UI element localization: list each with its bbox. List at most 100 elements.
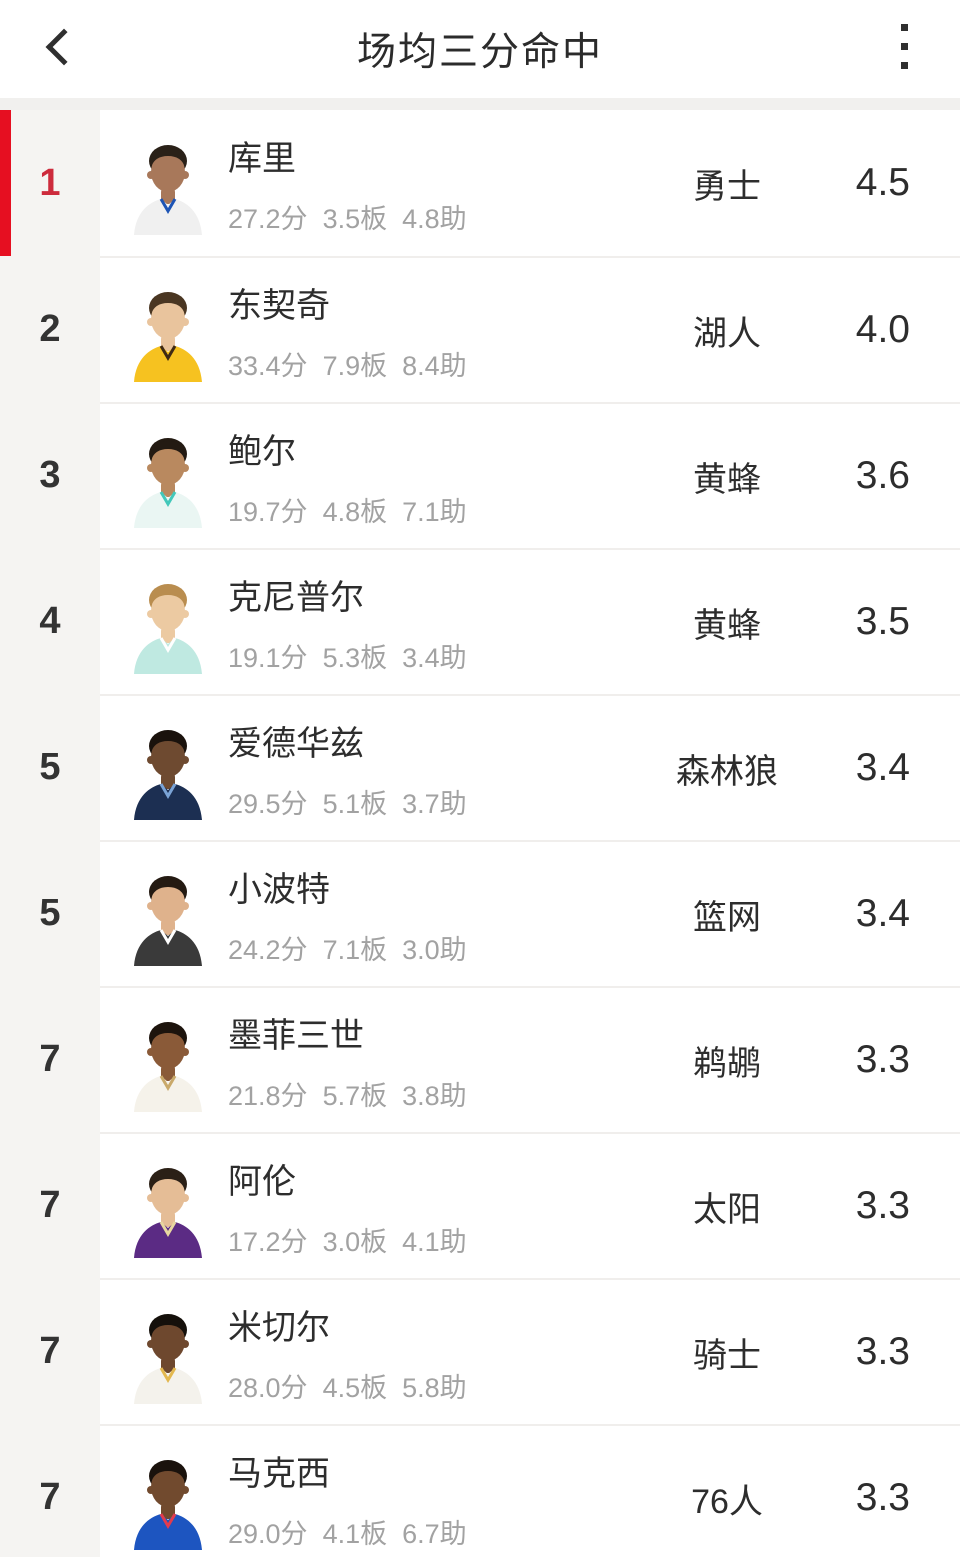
stat-value: 3.6 — [855, 454, 910, 497]
row-content: 米切尔 28.0分 4.5板 5.8助 骑士 3.3 — [100, 1278, 960, 1424]
player-avatar — [128, 1300, 208, 1404]
player-avatar — [128, 570, 208, 674]
player-name: 爱德华兹 — [228, 724, 364, 763]
player-avatar — [128, 716, 208, 820]
rebounds-stat: 7.1板 — [322, 934, 388, 965]
team-name: 森林狼 — [676, 752, 778, 791]
header: 场均三分命中 — [0, 0, 960, 98]
team-name: 骑士 — [693, 1336, 761, 1375]
rebounds-stat: 3.0板 — [322, 1226, 388, 1257]
player-avatar — [128, 131, 208, 235]
player-avatar — [128, 1008, 208, 1112]
player-info: 马克西 29.0分 4.1板 6.7助 — [228, 1446, 467, 1551]
kebab-menu-button[interactable] — [876, 10, 932, 82]
team-name: 鹈鹕 — [693, 1044, 761, 1083]
rank-badge: 3 — [0, 402, 100, 548]
team-name: 篮网 — [693, 898, 761, 937]
assists-stat: 6.7助 — [402, 1518, 467, 1549]
table-row[interactable]: 7 米切尔 28.0分 4.5板 5.8助 骑士 3.3 — [0, 1278, 960, 1424]
player-stats: 24.2分 7.1板 3.0助 — [228, 928, 467, 967]
table-row[interactable]: 4 克尼普尔 19.1分 5.3板 3.4助 黄蜂 3.5 — [0, 548, 960, 694]
player-name: 克尼普尔 — [228, 578, 364, 617]
assists-stat: 5.8助 — [402, 1372, 467, 1403]
row-content: 克尼普尔 19.1分 5.3板 3.4助 黄蜂 3.5 — [100, 548, 960, 694]
stat-value: 3.4 — [855, 892, 910, 935]
team-name: 太阳 — [693, 1190, 761, 1229]
points-stat: 33.4分 — [228, 350, 308, 381]
player-info: 小波特 24.2分 7.1板 3.0助 — [228, 862, 467, 967]
page-title: 场均三分命中 — [356, 31, 603, 74]
player-info: 库里 27.2分 3.5板 4.8助 — [228, 131, 467, 236]
team-name: 湖人 — [693, 314, 761, 353]
player-avatar — [128, 1446, 208, 1550]
stat-value: 3.3 — [855, 1184, 910, 1227]
table-row[interactable]: 5 爱德华兹 29.5分 5.1板 3.7助 森林狼 3.4 — [0, 694, 960, 840]
table-row[interactable]: 7 墨菲三世 21.8分 5.7板 3.8助 鹈鹕 3.3 — [0, 986, 960, 1132]
table-row[interactable]: 3 鲍尔 19.7分 4.8板 7.1助 黄蜂 3.6 — [0, 402, 960, 548]
player-name: 小波特 — [228, 870, 330, 909]
table-row[interactable]: 5 小波特 24.2分 7.1板 3.0助 篮网 3.4 — [0, 840, 960, 986]
points-stat: 21.8分 — [228, 1080, 308, 1111]
rank-badge: 1 — [0, 110, 100, 256]
table-row[interactable]: 7 阿伦 17.2分 3.0板 4.1助 太阳 3.3 — [0, 1132, 960, 1278]
row-content: 小波特 24.2分 7.1板 3.0助 篮网 3.4 — [100, 840, 960, 986]
player-name: 米切尔 — [228, 1308, 330, 1347]
kebab-menu-icon — [900, 23, 908, 31]
points-stat: 17.2分 — [228, 1226, 308, 1257]
rebounds-stat: 4.5板 — [322, 1372, 388, 1403]
rank-badge: 7 — [0, 1132, 100, 1278]
team-name: 76人 — [691, 1482, 763, 1521]
rank-badge: 7 — [0, 986, 100, 1132]
stat-value: 3.3 — [855, 1330, 910, 1373]
rank-accent-bar — [0, 110, 11, 256]
stat-value: 3.3 — [855, 1038, 910, 1081]
table-row[interactable]: 2 东契奇 33.4分 7.9板 8.4助 湖人 4.0 — [0, 256, 960, 402]
points-stat: 19.1分 — [228, 642, 308, 673]
points-stat: 29.0分 — [228, 1518, 308, 1549]
row-content: 阿伦 17.2分 3.0板 4.1助 太阳 3.3 — [100, 1132, 960, 1278]
player-stats: 19.7分 4.8板 7.1助 — [228, 490, 467, 529]
assists-stat: 3.0助 — [402, 934, 467, 965]
stat-value: 3.3 — [855, 1476, 910, 1519]
assists-stat: 4.1助 — [402, 1226, 467, 1257]
rank-badge: 5 — [0, 694, 100, 840]
points-stat: 29.5分 — [228, 788, 308, 819]
row-content: 爱德华兹 29.5分 5.1板 3.7助 森林狼 3.4 — [100, 694, 960, 840]
player-name: 阿伦 — [228, 1162, 296, 1201]
player-info: 克尼普尔 19.1分 5.3板 3.4助 — [228, 570, 467, 675]
team-name: 勇士 — [693, 167, 761, 206]
player-stats: 27.2分 3.5板 4.8助 — [228, 197, 467, 236]
stat-value: 4.5 — [855, 161, 910, 204]
stat-value: 4.0 — [855, 308, 910, 351]
kebab-menu-icon — [900, 61, 908, 69]
player-avatar — [128, 1154, 208, 1258]
player-info: 东契奇 33.4分 7.9板 8.4助 — [228, 278, 467, 383]
assists-stat: 3.4助 — [402, 642, 467, 673]
player-stats: 19.1分 5.3板 3.4助 — [228, 636, 467, 675]
assists-stat: 8.4助 — [402, 350, 467, 381]
player-stats: 33.4分 7.9板 8.4助 — [228, 344, 467, 383]
player-avatar — [128, 424, 208, 528]
player-stats: 29.5分 5.1板 3.7助 — [228, 782, 467, 821]
ranking-list: 1 库里 27.2分 3.5板 4.8助 勇士 4.5 2 — [0, 110, 960, 1557]
table-row[interactable]: 1 库里 27.2分 3.5板 4.8助 勇士 4.5 — [0, 110, 960, 256]
player-name: 东契奇 — [228, 286, 330, 325]
rank-badge: 7 — [0, 1278, 100, 1424]
row-content: 鲍尔 19.7分 4.8板 7.1助 黄蜂 3.6 — [100, 402, 960, 548]
assists-stat: 3.7助 — [402, 788, 467, 819]
player-stats: 28.0分 4.5板 5.8助 — [228, 1366, 467, 1405]
player-info: 阿伦 17.2分 3.0板 4.1助 — [228, 1154, 467, 1259]
assists-stat: 7.1助 — [402, 496, 467, 527]
rebounds-stat: 5.3板 — [322, 642, 388, 673]
stat-value: 3.4 — [855, 746, 910, 789]
row-content: 墨菲三世 21.8分 5.7板 3.8助 鹈鹕 3.3 — [100, 986, 960, 1132]
player-stats: 17.2分 3.0板 4.1助 — [228, 1220, 467, 1259]
rank-badge: 4 — [0, 548, 100, 694]
row-content: 马克西 29.0分 4.1板 6.7助 76人 3.3 — [100, 1424, 960, 1557]
points-stat: 24.2分 — [228, 934, 308, 965]
points-stat: 28.0分 — [228, 1372, 308, 1403]
rebounds-stat: 5.7板 — [322, 1080, 388, 1111]
stat-value: 3.5 — [855, 600, 910, 643]
player-avatar — [128, 862, 208, 966]
table-row[interactable]: 7 马克西 29.0分 4.1板 6.7助 76人 3.3 — [0, 1424, 960, 1557]
